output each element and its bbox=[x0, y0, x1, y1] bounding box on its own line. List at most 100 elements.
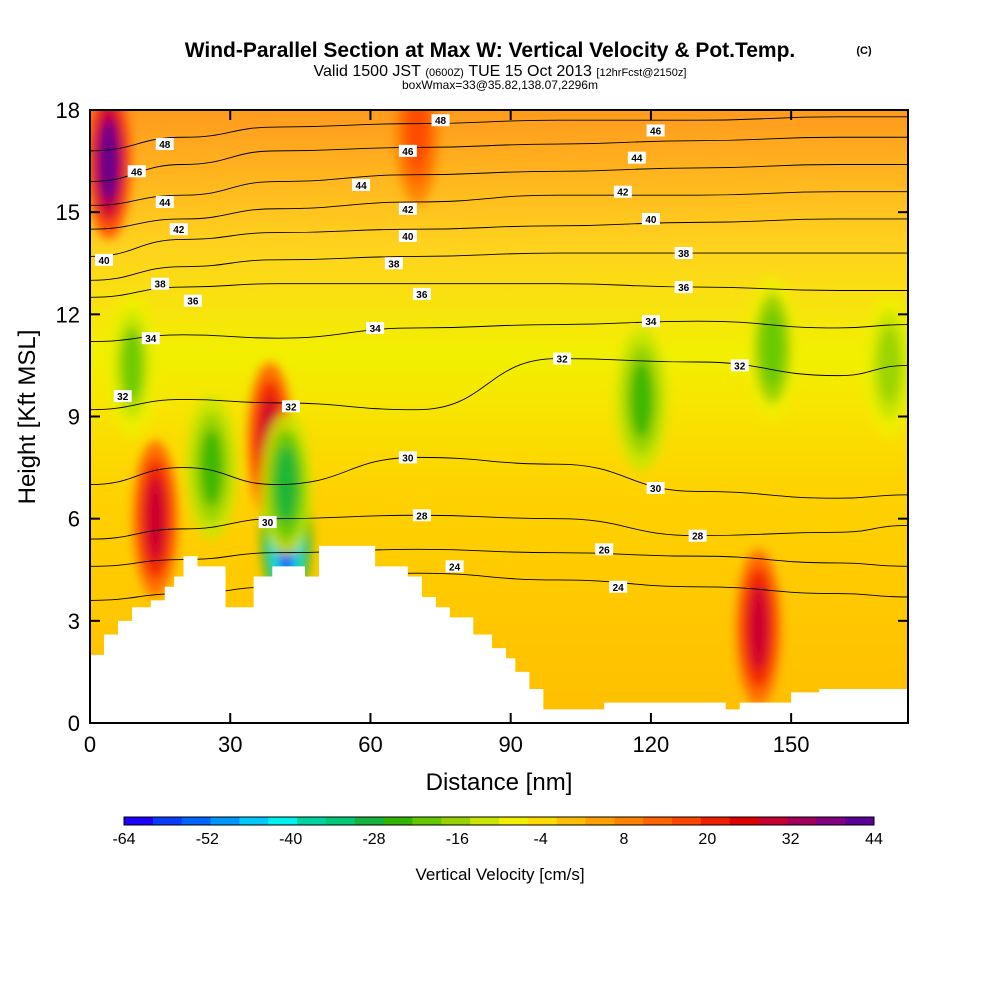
colorbar-swatch bbox=[787, 817, 817, 825]
colorbar-swatch bbox=[585, 817, 615, 825]
contour-label: 46 bbox=[398, 144, 417, 158]
colorbar-tick-label: -52 bbox=[196, 831, 219, 848]
colorbar-swatch bbox=[729, 817, 760, 825]
contour-label: 48 bbox=[155, 138, 174, 151]
svg-text:32: 32 bbox=[557, 355, 569, 366]
box-info: boxWmax=33@35.82,138.07,2296m bbox=[402, 78, 598, 92]
contour-label: 36 bbox=[183, 294, 202, 308]
svg-text:38: 38 bbox=[678, 249, 690, 260]
svg-text:44: 44 bbox=[631, 154, 643, 165]
svg-text:46: 46 bbox=[402, 147, 414, 158]
x-tick-label: 120 bbox=[633, 732, 670, 757]
colorbar-swatch bbox=[527, 817, 558, 825]
velocity-blob bbox=[748, 585, 769, 670]
theta-contour-46 bbox=[90, 136, 908, 182]
y-tick-label: 12 bbox=[56, 302, 80, 327]
valid-label: Valid 1500 JST bbox=[314, 63, 422, 80]
contour-label: 48 bbox=[431, 114, 450, 127]
x-tick-label: 90 bbox=[498, 732, 522, 757]
contour-label: 40 bbox=[641, 212, 660, 226]
theta-contour-28 bbox=[90, 514, 908, 540]
contour-label: 40 bbox=[95, 253, 114, 267]
y-tick-label: 3 bbox=[68, 609, 80, 634]
svg-text:40: 40 bbox=[98, 256, 110, 267]
svg-text:40: 40 bbox=[645, 215, 657, 226]
svg-text:32: 32 bbox=[285, 402, 297, 413]
contour-label: 26 bbox=[595, 543, 614, 556]
svg-text:40: 40 bbox=[402, 232, 414, 243]
colorbar-swatch bbox=[470, 817, 500, 825]
svg-text:36: 36 bbox=[187, 297, 199, 308]
contour-label: 46 bbox=[127, 165, 146, 178]
svg-text:24: 24 bbox=[613, 583, 625, 594]
colorbar-swatch bbox=[845, 817, 875, 825]
svg-text:26: 26 bbox=[599, 545, 611, 556]
theta-contours bbox=[90, 116, 908, 601]
contour-label: 40 bbox=[398, 230, 417, 243]
colorbar-swatch bbox=[672, 817, 702, 825]
theta-contour-42 bbox=[90, 191, 908, 230]
colorbar-swatch bbox=[758, 817, 788, 825]
theta-contour-38 bbox=[90, 252, 908, 281]
svg-text:42: 42 bbox=[617, 188, 629, 199]
contour-label: 38 bbox=[674, 247, 693, 260]
theta-contour-32 bbox=[90, 358, 908, 411]
colorbar-swatch bbox=[181, 817, 212, 825]
terrain bbox=[90, 545, 908, 723]
svg-text:32: 32 bbox=[117, 392, 129, 403]
contour-label: 34 bbox=[641, 315, 660, 328]
contour-label: 34 bbox=[366, 321, 385, 335]
theta-contour-34 bbox=[90, 320, 908, 343]
svg-text:30: 30 bbox=[262, 518, 274, 529]
theta-contour-36 bbox=[90, 283, 908, 298]
colorbar-tick-label: 32 bbox=[782, 831, 800, 848]
x-axis-label: Distance [nm] bbox=[426, 769, 573, 796]
colorbar-swatch bbox=[152, 817, 183, 825]
svg-text:34: 34 bbox=[145, 334, 157, 345]
velocity-blob bbox=[200, 429, 223, 507]
x-tick-label: 60 bbox=[358, 732, 382, 757]
y-tick-label: 18 bbox=[56, 98, 80, 123]
copyright-mark: (C) bbox=[856, 45, 872, 57]
contour-label: 32 bbox=[281, 400, 300, 413]
velocity-blob bbox=[878, 326, 901, 404]
colorbar-swatch bbox=[614, 817, 644, 825]
theta-contour-26 bbox=[90, 548, 908, 567]
y-tick-label: 6 bbox=[68, 507, 80, 532]
svg-text:28: 28 bbox=[692, 532, 704, 543]
chart-title: Wind-Parallel Section at Max W: Vertical… bbox=[185, 39, 796, 62]
y-tick-label: 0 bbox=[68, 711, 80, 736]
colorbar-swatch bbox=[124, 817, 154, 825]
contour-label: 42 bbox=[613, 185, 632, 199]
contour-label: 24 bbox=[609, 580, 628, 594]
colorbar-swatch bbox=[325, 817, 356, 825]
contour-labels: 48 46 44 42 40 38 36 34 32 32 30 48 46 44 42 40 38 36 34 30… bbox=[95, 114, 749, 594]
colorbar-swatch bbox=[210, 817, 240, 825]
contour-label: 32 bbox=[553, 352, 572, 366]
colorbar-swatch bbox=[354, 817, 385, 825]
colorbar-swatch bbox=[239, 817, 269, 825]
colorbar-tick-label: 44 bbox=[865, 831, 883, 848]
colorbar-label: Vertical Velocity [cm/s] bbox=[415, 865, 584, 884]
svg-text:24: 24 bbox=[449, 562, 461, 573]
contour-label: 38 bbox=[384, 257, 403, 270]
svg-text:38: 38 bbox=[155, 280, 167, 291]
svg-text:34: 34 bbox=[645, 317, 657, 328]
svg-text:42: 42 bbox=[173, 225, 185, 236]
contour-label: 38 bbox=[151, 277, 170, 291]
contour-label: 24 bbox=[445, 560, 464, 573]
contour-label: 42 bbox=[169, 223, 188, 236]
svg-text:28: 28 bbox=[416, 511, 428, 522]
contour-label: 46 bbox=[646, 124, 665, 137]
valid-date: TUE 15 Oct 2013 bbox=[468, 63, 592, 80]
svg-text:34: 34 bbox=[370, 324, 382, 335]
y-tick-label: 15 bbox=[56, 200, 80, 225]
svg-text:30: 30 bbox=[650, 484, 662, 495]
svg-text:46: 46 bbox=[131, 167, 143, 178]
contour-label: 44 bbox=[352, 178, 371, 192]
colorbar-tick-label: -64 bbox=[112, 831, 135, 848]
valid-time: Valid 1500 JST (0600Z) TUE 15 Oct 2013 [… bbox=[314, 63, 687, 80]
velocity-blob bbox=[98, 119, 119, 204]
y-axis-label: Height [Kft MSL] bbox=[14, 330, 41, 505]
